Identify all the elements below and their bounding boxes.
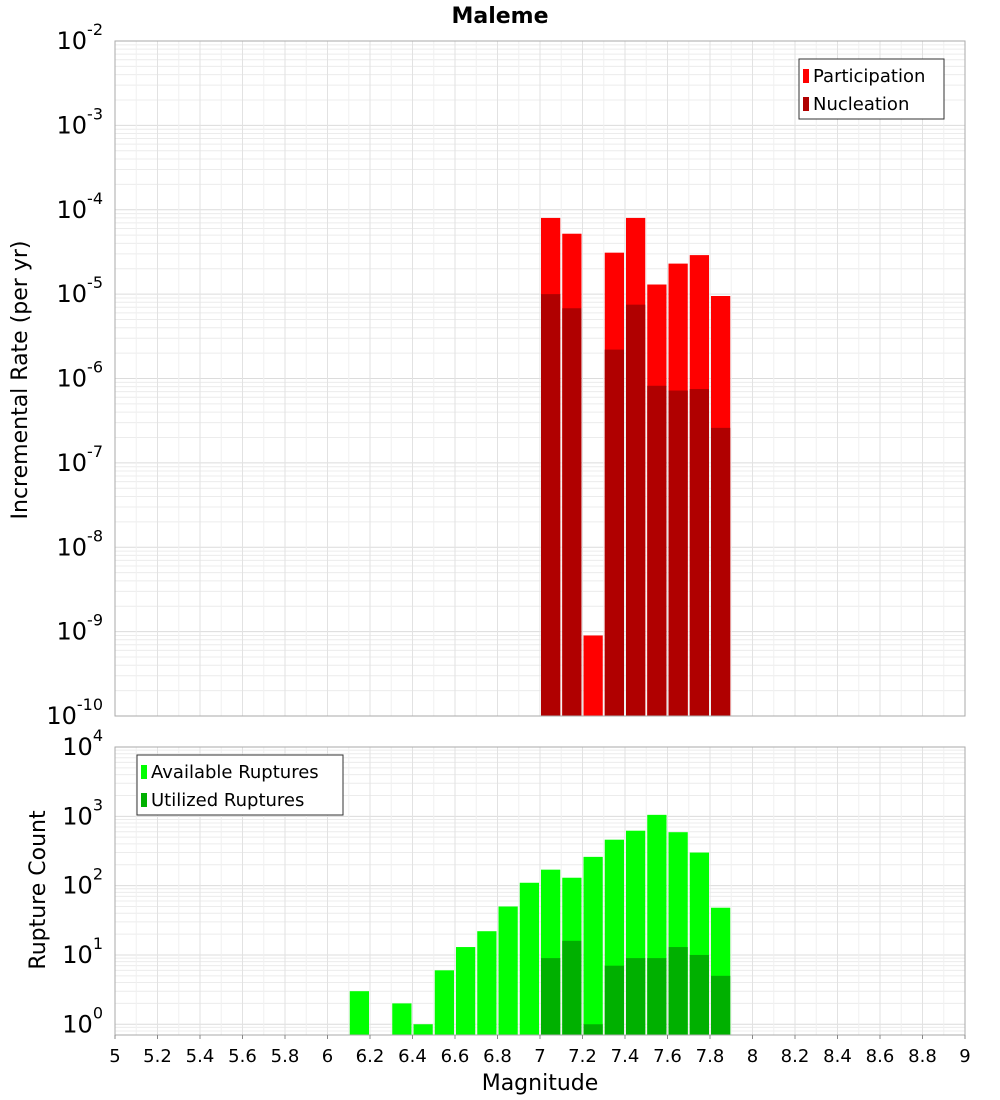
bar bbox=[711, 975, 731, 1035]
x-tick-label: 6.4 bbox=[398, 1046, 427, 1067]
x-tick-label: 9 bbox=[959, 1046, 970, 1067]
x-tick-labels: 5 5.2 5.4 5.6 5.8 6 6.2 6.4 6.6 6.8 7 7.2 7.4 7.6 7.8 8… bbox=[109, 1035, 971, 1067]
x-tick-label: 8.8 bbox=[908, 1046, 937, 1067]
bar bbox=[626, 958, 646, 1035]
x-tick-label: 7.6 bbox=[653, 1046, 682, 1067]
x-tick-label: 5.8 bbox=[271, 1046, 300, 1067]
bar bbox=[413, 1024, 433, 1035]
bar bbox=[477, 931, 497, 1035]
top-y-axis-label: Incremental Rate (per yr) bbox=[8, 241, 33, 520]
rate-plot: 10-2 10-3 10-4 10-5 10-6 10-7 10-8 10-9 10-10 Par… bbox=[46, 20, 966, 730]
x-tick-label: 6.2 bbox=[356, 1046, 385, 1067]
legend-box bbox=[136, 754, 344, 816]
x-tick-label: 6.8 bbox=[483, 1046, 512, 1067]
series-nucleation bbox=[541, 294, 731, 716]
chart-title: Maleme bbox=[451, 4, 548, 29]
x-tick-label: 6.6 bbox=[441, 1046, 470, 1067]
legend-label: Nucleation bbox=[813, 94, 909, 115]
legend-swatch bbox=[803, 97, 809, 111]
bar bbox=[604, 349, 624, 716]
x-tick-label: 7.8 bbox=[696, 1046, 725, 1067]
legend-swatch bbox=[803, 69, 809, 83]
y-tick-labels: 10-2 10-3 10-4 10-5 10-6 10-7 10-8 10-9 10-10 bbox=[46, 20, 103, 730]
x-axis-label: Magnitude bbox=[482, 1071, 599, 1096]
x-tick-label: 8 bbox=[747, 1046, 758, 1067]
bar bbox=[626, 304, 646, 716]
x-tick-label: 5.6 bbox=[228, 1046, 257, 1067]
bar bbox=[583, 1024, 603, 1035]
x-tick-label: 8.4 bbox=[823, 1046, 852, 1067]
bar bbox=[541, 958, 561, 1035]
rupture-count-plot: 104 103 102 101 100 5 5.2 5.4 5.6 5.8 6 6.2 6.4 6.6 6.… bbox=[62, 726, 970, 1067]
legend-swatch bbox=[141, 793, 147, 807]
plot-border bbox=[114, 40, 966, 717]
bottom-y-axis-label: Rupture Count bbox=[26, 810, 51, 970]
bar bbox=[541, 294, 561, 716]
y-tick-label: 101 bbox=[62, 934, 103, 969]
bar bbox=[668, 947, 688, 1035]
x-tick-label: 7.2 bbox=[568, 1046, 597, 1067]
bar bbox=[392, 1003, 412, 1035]
y-tick-label: 10-2 bbox=[57, 20, 104, 55]
x-tick-label: 8.2 bbox=[781, 1046, 810, 1067]
legend-swatch bbox=[141, 765, 147, 779]
legend-label: Participation bbox=[813, 66, 925, 87]
bar bbox=[349, 991, 369, 1035]
bar bbox=[562, 308, 582, 716]
y-tick-label: 10-8 bbox=[57, 526, 104, 561]
x-tick-label: 7.4 bbox=[611, 1046, 640, 1067]
x-tick-label: 6 bbox=[322, 1046, 333, 1067]
y-tick-label: 10-4 bbox=[57, 189, 104, 224]
bar bbox=[456, 947, 476, 1035]
y-tick-label: 104 bbox=[62, 726, 103, 761]
y-tick-label: 10-7 bbox=[57, 442, 104, 477]
bar bbox=[583, 635, 603, 716]
legend-label: Utilized Ruptures bbox=[151, 790, 304, 811]
y-tick-labels: 104 103 102 101 100 bbox=[62, 726, 103, 1038]
bar bbox=[689, 389, 709, 716]
gridlines bbox=[114, 41, 966, 717]
x-tick-label: 8.6 bbox=[866, 1046, 895, 1067]
bar bbox=[647, 958, 667, 1035]
y-tick-label: 10-10 bbox=[46, 695, 103, 730]
bar bbox=[519, 882, 539, 1035]
gridlines bbox=[114, 747, 966, 1036]
bar bbox=[604, 965, 624, 1035]
bar bbox=[434, 970, 454, 1035]
bar bbox=[562, 940, 582, 1035]
legend-label: Available Ruptures bbox=[151, 762, 319, 783]
bar bbox=[498, 906, 518, 1035]
y-tick-label: 10-3 bbox=[57, 104, 104, 139]
y-tick-label: 10-5 bbox=[57, 273, 104, 308]
x-tick-label: 5 bbox=[109, 1046, 120, 1067]
y-tick-label: 103 bbox=[62, 795, 103, 830]
y-tick-label: 10-9 bbox=[57, 611, 104, 646]
y-tick-label: 100 bbox=[62, 1003, 103, 1038]
series-utilized-ruptures bbox=[541, 940, 731, 1035]
y-tick-label: 102 bbox=[62, 865, 103, 900]
bar bbox=[689, 954, 709, 1035]
x-tick-label: 5.4 bbox=[186, 1046, 215, 1067]
y-tick-label: 10-6 bbox=[57, 358, 104, 393]
bar bbox=[668, 390, 688, 716]
x-tick-label: 5.2 bbox=[143, 1046, 172, 1067]
x-tick-label: 7 bbox=[534, 1046, 545, 1067]
legend: Participation Nucleation bbox=[798, 58, 945, 120]
bar bbox=[711, 427, 731, 716]
bar bbox=[583, 856, 603, 1035]
bar bbox=[647, 385, 667, 716]
legend: Available Ruptures Utilized Ruptures bbox=[136, 754, 344, 816]
legend-box bbox=[798, 58, 945, 120]
